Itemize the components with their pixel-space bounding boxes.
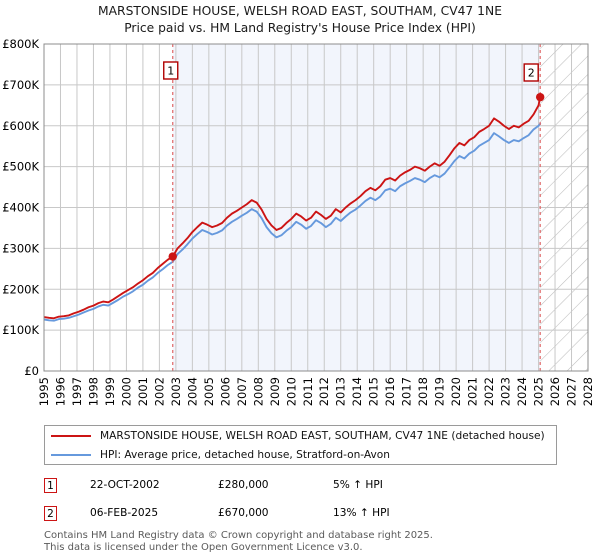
svg-text:2010: 2010 <box>284 377 298 406</box>
plot-frame <box>43 43 589 372</box>
svg-text:2016: 2016 <box>383 377 397 406</box>
page-title: MARSTONSIDE HOUSE, WELSH ROAD EAST, SOUT… <box>0 3 600 37</box>
title-line-1: MARSTONSIDE HOUSE, WELSH ROAD EAST, SOUT… <box>98 4 502 18</box>
transaction-badge-2: 2 <box>44 505 57 521</box>
svg-text:£100K: £100K <box>2 323 39 337</box>
svg-text:2004: 2004 <box>185 377 199 406</box>
svg-text:2027: 2027 <box>565 377 579 406</box>
svg-text:£600K: £600K <box>2 119 39 133</box>
transaction-row-1: 1 22-OCT-2002 £280,000 5% ↑ HPI <box>44 477 564 493</box>
svg-text:2005: 2005 <box>202 377 216 406</box>
footer-line-2: This data is licensed under the Open Gov… <box>44 541 363 553</box>
y-axis-tick-labels: £0 £100K £200K £300K £400K £500K £600K £700K £80… <box>2 37 39 378</box>
svg-text:£200K: £200K <box>2 282 39 296</box>
svg-text:2018: 2018 <box>416 377 430 406</box>
title-line-2: Price paid vs. HM Land Registry's House … <box>124 21 476 35</box>
svg-text:2003: 2003 <box>169 377 183 406</box>
chart-series <box>44 96 542 322</box>
svg-text:£700K: £700K <box>2 78 39 92</box>
svg-text:2001: 2001 <box>136 377 150 406</box>
x-axis-tick-labels: 1995 1996 1997 1998 1999 2000 2001 2002 2003 2004… <box>37 377 595 406</box>
svg-text:2011: 2011 <box>301 377 315 406</box>
legend-swatch-hpi <box>51 453 91 456</box>
svg-text:£500K: £500K <box>2 160 39 174</box>
legend-label-hpi: HPI: Average price, detached house, Stra… <box>100 448 390 461</box>
svg-text:£0: £0 <box>24 364 39 378</box>
footer-line-1: Contains HM Land Registry data © Crown c… <box>44 530 433 541</box>
svg-text:1995: 1995 <box>37 377 51 406</box>
svg-text:2015: 2015 <box>367 377 381 406</box>
transaction-badge-1: 1 <box>44 477 57 493</box>
chart-legend: MARSTONSIDE HOUSE, WELSH ROAD EAST, SOUT… <box>44 425 557 465</box>
legend-item-property: MARSTONSIDE HOUSE, WELSH ROAD EAST, SOUT… <box>45 426 556 445</box>
svg-text:1: 1 <box>167 65 174 78</box>
svg-text:2021: 2021 <box>466 377 480 406</box>
legend-label-property: MARSTONSIDE HOUSE, WELSH ROAD EAST, SOUT… <box>100 429 545 442</box>
svg-text:2007: 2007 <box>235 377 249 406</box>
svg-text:2023: 2023 <box>499 377 513 406</box>
svg-text:2012: 2012 <box>317 377 331 406</box>
svg-text:2025: 2025 <box>532 377 546 406</box>
svg-text:1997: 1997 <box>70 377 84 406</box>
svg-text:2002: 2002 <box>152 377 166 406</box>
svg-text:1999: 1999 <box>103 377 117 406</box>
transaction-date-1: 22-OCT-2002 <box>90 479 160 491</box>
svg-text:2022: 2022 <box>482 377 496 406</box>
transaction-row-2: 2 06-FEB-2025 £670,000 13% ↑ HPI <box>44 505 564 521</box>
svg-text:£400K: £400K <box>2 201 39 215</box>
svg-text:2028: 2028 <box>581 377 595 406</box>
svg-text:2000: 2000 <box>119 377 133 406</box>
transaction-hpi-delta-1: 5% ↑ HPI <box>333 479 383 491</box>
footer-attribution: Contains HM Land Registry data © Crown c… <box>44 530 584 553</box>
legend-swatch-property <box>51 434 91 437</box>
svg-text:£300K: £300K <box>2 241 39 255</box>
svg-text:1996: 1996 <box>53 377 67 406</box>
transaction-price-2: £670,000 <box>218 507 269 519</box>
svg-text:2014: 2014 <box>350 377 364 406</box>
svg-text:2019: 2019 <box>433 377 447 406</box>
svg-text:2020: 2020 <box>449 377 463 406</box>
transaction-date-2: 06-FEB-2025 <box>90 507 159 519</box>
svg-text:£800K: £800K <box>2 37 39 51</box>
svg-text:2009: 2009 <box>268 377 282 406</box>
svg-text:2006: 2006 <box>218 377 232 406</box>
svg-text:2026: 2026 <box>548 377 562 406</box>
legend-item-hpi: HPI: Average price, detached house, Stra… <box>45 445 556 464</box>
svg-text:1998: 1998 <box>86 377 100 406</box>
chart-svg: £0 £100K £200K £300K £400K £500K £600K £700K £80… <box>2 37 595 406</box>
svg-text:2008: 2008 <box>251 377 265 406</box>
transaction-hpi-delta-2: 13% ↑ HPI <box>333 507 390 519</box>
chart-plot-area: £0 £100K £200K £300K £400K £500K £600K £700K £80… <box>2 37 595 406</box>
svg-text:2: 2 <box>528 67 535 80</box>
svg-text:2024: 2024 <box>515 377 529 406</box>
svg-text:2013: 2013 <box>334 377 348 406</box>
svg-text:2017: 2017 <box>400 377 414 406</box>
transaction-price-1: £280,000 <box>218 479 269 491</box>
